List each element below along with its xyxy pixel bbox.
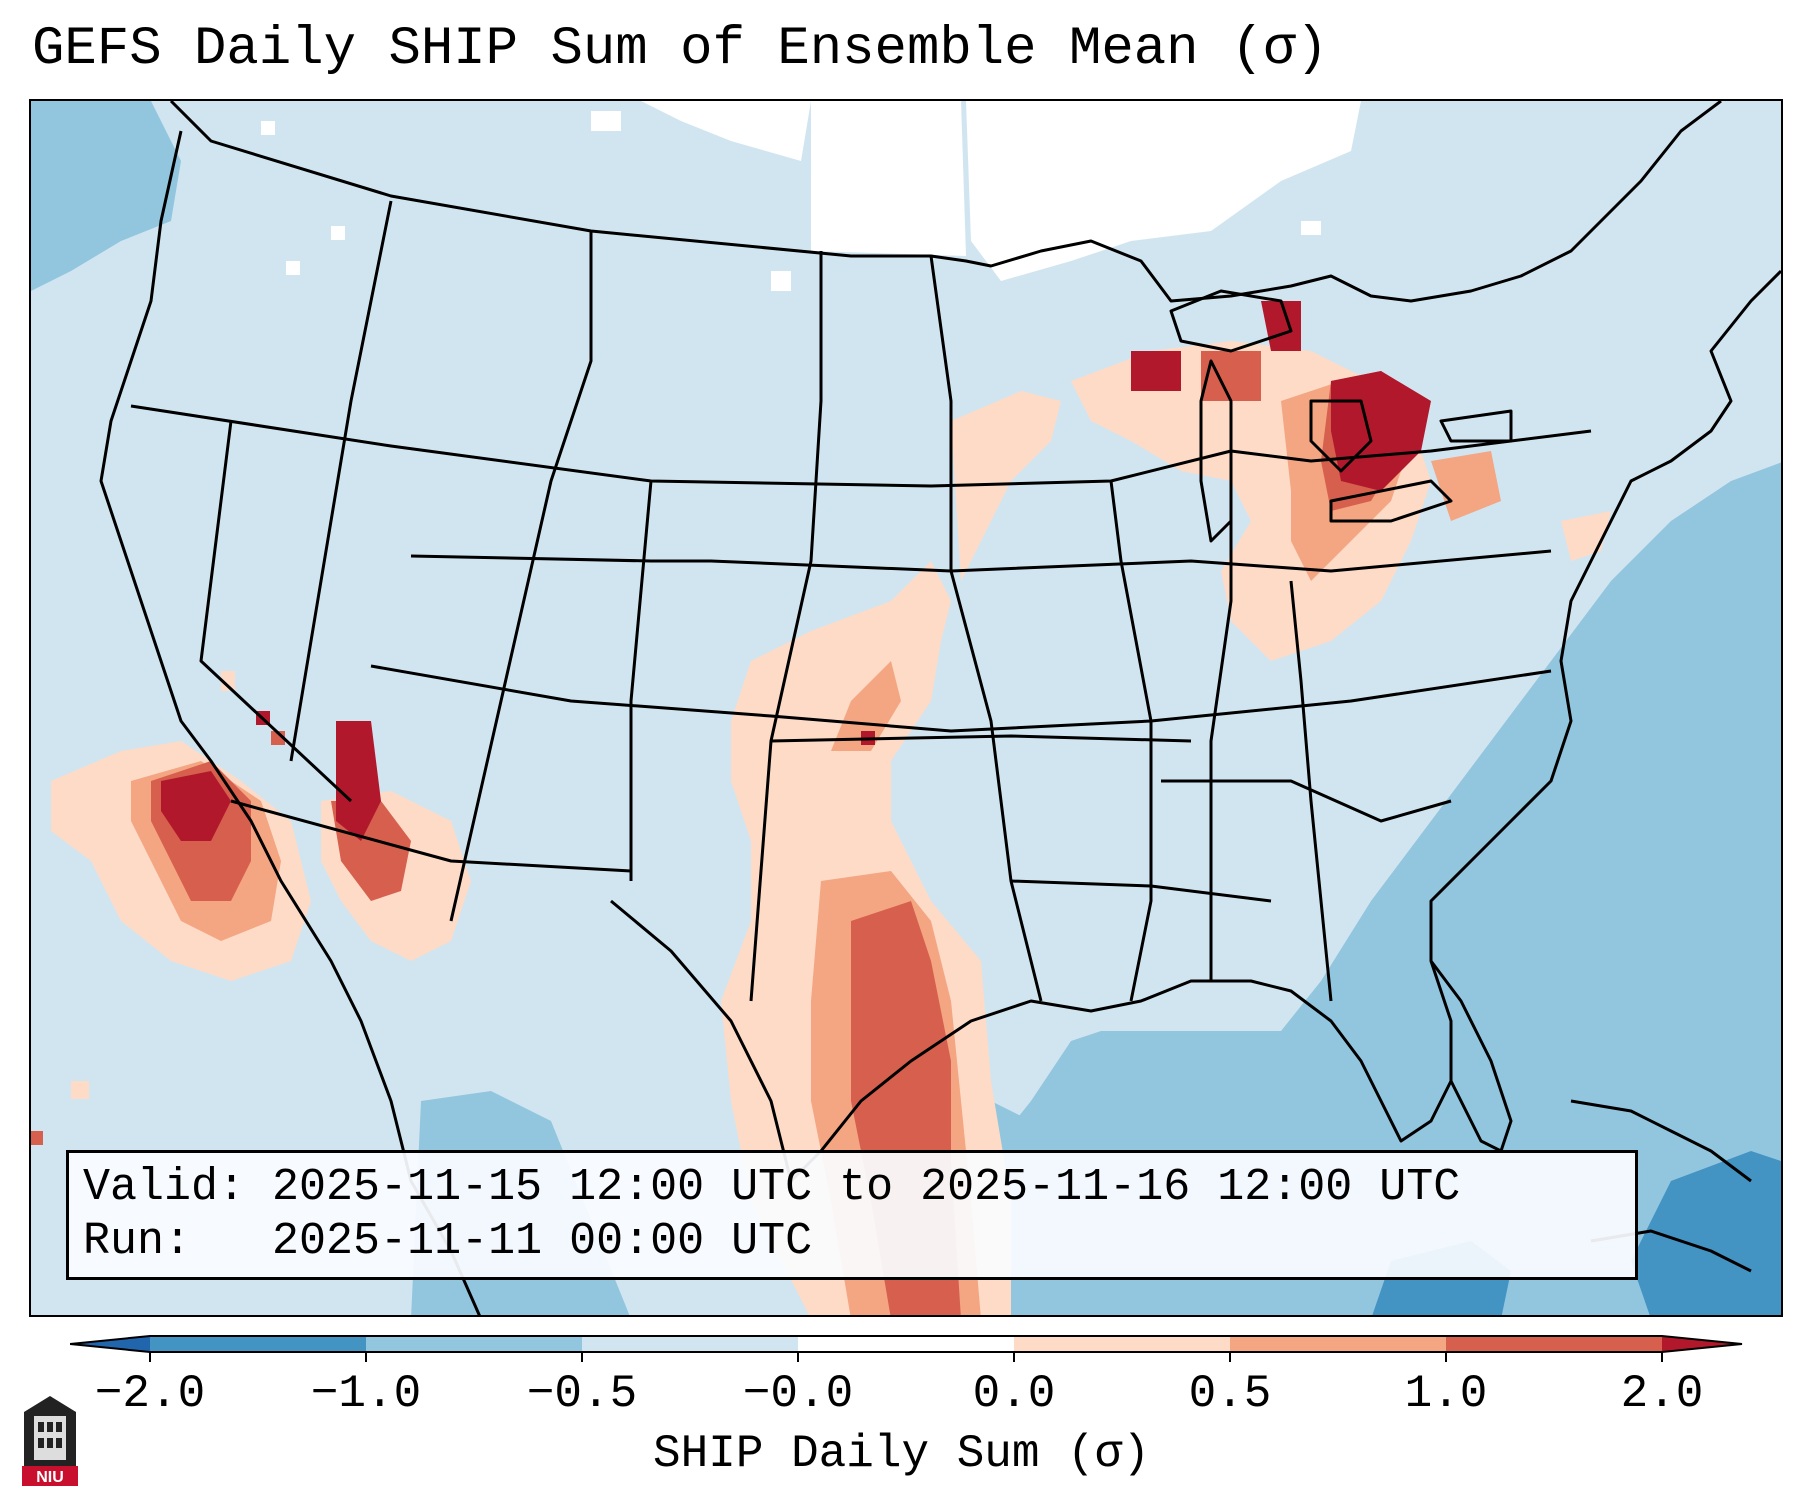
colorbar-tick-label: −0.0 — [742, 1368, 854, 1420]
field-ocean-caribbean — [1631, 1151, 1781, 1315]
field-positive-west — [31, 671, 471, 1145]
colorbar-tick-label: 2.0 — [1620, 1368, 1704, 1420]
colorbar-ticks — [149, 1352, 1663, 1362]
colorbar-bin-1 — [150, 1336, 366, 1352]
colorbar-bin-4 — [798, 1336, 1014, 1352]
colorbar-bin-3 — [582, 1336, 798, 1352]
colorbar-bin-2 — [366, 1336, 582, 1352]
colorbar-extend-high — [1662, 1336, 1742, 1352]
valid-run-box: Valid: 2025-11-15 12:00 UTC to 2025-11-1… — [66, 1150, 1638, 1280]
colorbar-tick-label: −1.0 — [310, 1368, 422, 1420]
colorbar-bin-6 — [1230, 1336, 1446, 1352]
field-near-zero-canada — [261, 101, 1361, 291]
valid-row: Valid: 2025-11-15 12:00 UTC to 2025-11-1… — [83, 1161, 1635, 1215]
colorbar-tick-label: −2.0 — [94, 1368, 206, 1420]
colorbar-tick-label: 0.5 — [1188, 1368, 1272, 1420]
map-boundaries — [99, 101, 1781, 1315]
run-label: Run: — [83, 1216, 192, 1267]
colorbar-tick-label: 1.0 — [1404, 1368, 1488, 1420]
field-ocean-pacific — [31, 101, 181, 291]
map-panel — [29, 99, 1783, 1317]
logo-text: NIU — [36, 1469, 64, 1486]
niu-logo: NIU — [22, 1396, 78, 1486]
valid-label: Valid: — [83, 1162, 246, 1213]
colorbar-bin-7 — [1446, 1336, 1662, 1352]
colorbar-title: SHIP Daily Sum (σ) — [653, 1428, 1150, 1480]
colorbar-extend-low — [70, 1336, 150, 1352]
map-canvas — [31, 101, 1781, 1315]
run-row: Run: 2025-11-11 00:00 UTC — [83, 1215, 1635, 1269]
plot-title: GEFS Daily SHIP Sum of Ensemble Mean (σ) — [32, 19, 1329, 80]
colorbar-bin-5 — [1014, 1336, 1230, 1352]
colorbar-tick-label: 0.0 — [972, 1368, 1056, 1420]
run-value: 2025-11-11 00:00 UTC — [272, 1216, 813, 1267]
valid-value: 2025-11-15 12:00 UTC to 2025-11-16 12:00… — [272, 1162, 1461, 1213]
colorbar-tick-label: −0.5 — [526, 1368, 638, 1420]
colorbar — [70, 1335, 1743, 1362]
